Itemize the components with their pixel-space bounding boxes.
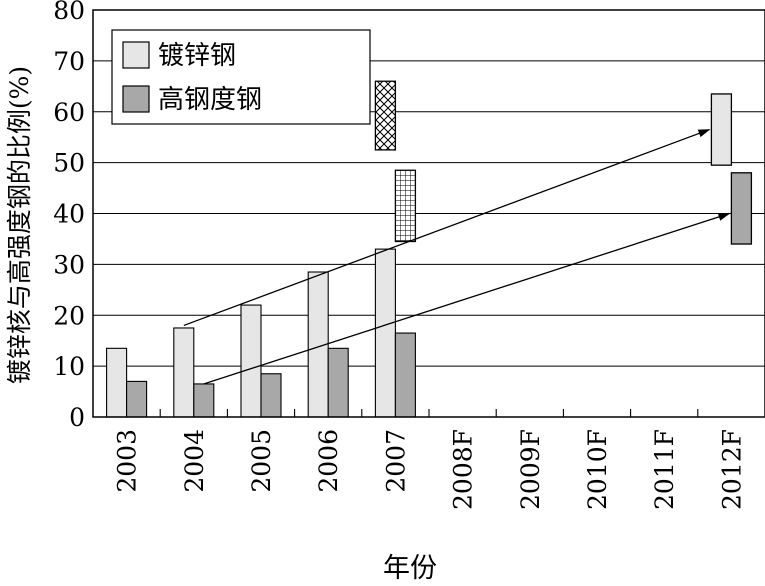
y-axis-ticks: 0 10 20 30 40 50 60 70 80 (53, 0, 85, 432)
legend-box (111, 29, 371, 125)
y-tick-label: 30 (53, 250, 85, 279)
x-tick-label: 2011F (650, 429, 679, 510)
bar-high-strength (260, 373, 282, 418)
bar-galvanized (240, 304, 262, 418)
bar-galvanized (106, 347, 128, 418)
bar-high-strength (327, 347, 349, 418)
y-tick-label: 60 (53, 98, 85, 127)
y-tick-label: 20 (53, 301, 85, 330)
legend-swatch-high-strength (122, 85, 150, 113)
bar-high-strength (126, 380, 148, 418)
range-bar-galvanized (710, 93, 733, 166)
legend-label-high-strength: 高钢度钢 (158, 85, 262, 115)
x-tick-label: 2012F (717, 429, 746, 510)
range-bar-high-strength (730, 172, 753, 245)
y-tick-label: 50 (53, 149, 85, 178)
x-tick-label: 2005 (247, 429, 276, 493)
bar-galvanized (374, 248, 396, 418)
plot-frame (92, 9, 765, 418)
x-tick-label: 2003 (113, 429, 142, 493)
y-tick-label: 80 (53, 0, 85, 25)
y-tick-label: 70 (53, 47, 85, 76)
legend-swatch-galvanized (122, 41, 150, 69)
x-tick-label: 2006 (314, 429, 343, 493)
range-bar-grid (394, 169, 417, 243)
trend-arrow-galvanized (183, 128, 711, 327)
trend-arrows (183, 128, 731, 385)
x-tick-label: 2004 (180, 429, 209, 493)
bar-high-strength (193, 383, 215, 418)
trend-arrow-high-strength (203, 212, 731, 385)
legend: 镀锌钢 高钢度钢 (111, 29, 371, 125)
bar-high-strength (394, 332, 416, 418)
bar-galvanized (173, 327, 195, 418)
x-axis-ticks: 2003 2004 2005 2006 2007 2008F 2009F 2010F 2011F… (113, 429, 747, 510)
y-tick-label: 40 (53, 200, 85, 229)
legend-label-galvanized: 镀锌钢 (158, 41, 236, 71)
y-tick-label: 0 (69, 403, 85, 432)
forecast-ranges (374, 80, 753, 245)
x-tick-label: 2009F (516, 429, 545, 510)
y-tick-label: 10 (53, 352, 85, 381)
x-tick-label: 2008F (449, 429, 478, 510)
x-axis-label: 年份 (383, 553, 437, 584)
y-axis-label: 镀锌核与高强度钢的比例(%) (5, 66, 34, 384)
range-bar-crosshatch (374, 80, 397, 151)
x-tick-label: 2007 (381, 429, 410, 493)
bars (106, 248, 416, 418)
x-tick-label: 2010F (583, 429, 612, 510)
